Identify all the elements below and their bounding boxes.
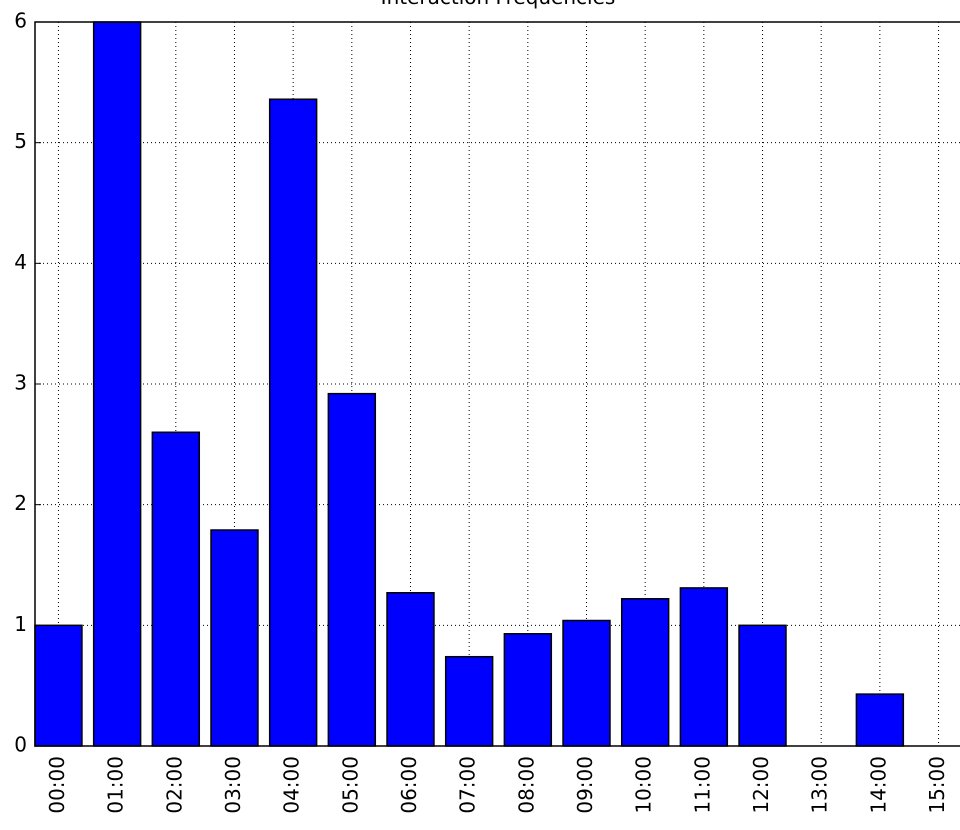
y-tick-label: 2 (14, 491, 27, 515)
bar (327, 392, 377, 747)
x-tick-label: 11:00 (690, 756, 714, 814)
x-tick-label: 05:00 (338, 756, 362, 814)
bar (386, 592, 435, 747)
y-tick-label: 3 (14, 371, 27, 395)
y-tick-label: 5 (14, 129, 27, 153)
x-tick-label: 09:00 (573, 756, 597, 814)
x-tick-label: 13:00 (808, 756, 832, 814)
bar (679, 587, 729, 747)
x-tick-label: 08:00 (514, 756, 538, 814)
x-tick-label: 00:00 (45, 756, 69, 814)
x-tick-label: 12:00 (749, 756, 773, 814)
x-tick-label: 04:00 (280, 756, 304, 814)
bar (92, 21, 142, 747)
y-tick-label: 6 (14, 9, 27, 33)
x-tick-label: 14:00 (866, 756, 890, 814)
bar (210, 529, 259, 747)
y-tick-label: 0 (14, 733, 27, 757)
bar (34, 624, 83, 747)
bar (738, 624, 787, 747)
chart-title: Interaction Frequencies (381, 0, 616, 9)
bar (268, 98, 318, 747)
bar (444, 655, 494, 747)
x-tick-label: 03:00 (221, 756, 245, 814)
bar (151, 431, 201, 747)
bar (562, 619, 611, 747)
x-tick-label: 01:00 (104, 756, 128, 814)
y-tick-label: 1 (14, 612, 27, 636)
y-tick-label: 4 (14, 250, 27, 274)
x-tick-label: 07:00 (456, 756, 480, 814)
x-tick-label: 10:00 (632, 756, 656, 814)
bar (503, 633, 553, 747)
x-tick-label: 15:00 (925, 756, 949, 814)
bar (620, 598, 670, 747)
plot-frame (34, 21, 960, 747)
bar (855, 693, 905, 747)
x-tick-label: 02:00 (162, 756, 186, 814)
x-tick-label: 06:00 (397, 756, 421, 814)
